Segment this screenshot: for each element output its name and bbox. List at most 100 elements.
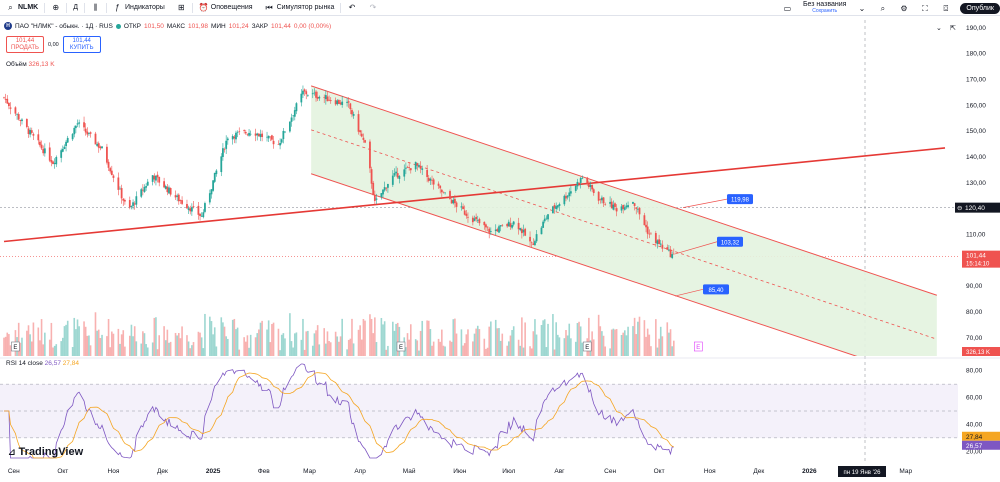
alerts-button[interactable]: ⏰ Оповещения — [193, 0, 259, 16]
candle-body — [535, 234, 538, 242]
volume-bar — [382, 324, 384, 356]
candle-body — [192, 206, 195, 208]
volume-bar — [169, 341, 172, 356]
alerts-label: Оповещения — [210, 4, 253, 11]
price-tick-label: 160,00 — [966, 102, 986, 109]
volume-bar — [200, 337, 203, 356]
candle-body — [473, 218, 476, 221]
price-tick-label: 170,00 — [966, 76, 986, 83]
chart-canvas[interactable]: 119,98 103,32 85,40 E E E E 190,00 180,00 170,00… — [0, 16, 1000, 477]
time-tick-label: Сен — [604, 468, 616, 475]
volume-bar — [558, 337, 561, 356]
candle-body — [512, 221, 515, 225]
candle-body — [669, 249, 672, 258]
volume-bar — [638, 316, 641, 356]
rsi-tick-label: 40,00 — [966, 421, 983, 428]
candle-body — [246, 134, 249, 136]
tv-logo-icon: ⊿ — [8, 446, 16, 457]
volume-bar — [155, 317, 157, 356]
volume-bar — [632, 326, 634, 356]
volume-bar — [197, 331, 200, 356]
tradingview-logo[interactable]: ⊿ TradingView — [8, 446, 83, 458]
volume-bar — [326, 331, 329, 356]
interval-button[interactable]: Д — [67, 0, 84, 16]
volume-bar — [254, 337, 257, 356]
replay-button[interactable]: ⏮ Симулятор рынка — [259, 0, 341, 16]
candles-icon: ⫼ — [93, 3, 98, 12]
candle-body — [406, 166, 409, 168]
candle-body — [553, 205, 556, 209]
candle-body — [52, 161, 54, 165]
settings-button[interactable]: ⚙ — [893, 0, 914, 16]
candle-body — [223, 149, 226, 150]
volume-bar — [258, 329, 260, 356]
time-tick-label: Дек — [157, 468, 168, 475]
snapshot-button[interactable]: ⌼ — [935, 0, 956, 16]
indicators-button[interactable]: ƒ Индикаторы — [107, 0, 171, 16]
crosshair-date-badge — [838, 466, 886, 477]
candle-body — [236, 132, 239, 133]
candle-body — [200, 215, 203, 217]
candle-body — [19, 120, 22, 121]
volume-bar — [293, 333, 296, 356]
volume-bar — [519, 345, 522, 356]
volume-bar — [338, 341, 340, 356]
rsi-badge — [962, 440, 1000, 450]
volume-bar — [4, 336, 7, 356]
candle-body — [243, 130, 246, 131]
volume-bar — [53, 345, 56, 356]
volume-bar — [501, 333, 504, 356]
redo-button[interactable]: ↷ — [362, 0, 383, 16]
chart-type-button[interactable]: ⫼ — [85, 0, 106, 16]
candle-body — [293, 110, 296, 117]
candle-body — [164, 186, 167, 189]
candle-body — [84, 128, 87, 133]
candle-body — [39, 141, 41, 146]
rsi-legend[interactable]: RSI 14 close 26,57 27,84 — [6, 360, 79, 367]
candle-body — [303, 89, 306, 92]
candle-body — [659, 243, 662, 245]
candle-body — [540, 227, 543, 235]
volume-bar — [48, 339, 51, 356]
undo-icon: ↶ — [348, 3, 356, 12]
volume-bar — [71, 347, 74, 356]
compare-button[interactable]: ⊕ — [45, 0, 66, 16]
candle-body — [65, 141, 67, 147]
volume-bar — [615, 329, 618, 356]
volume-bar — [633, 317, 636, 356]
symbol-search-button[interactable]: ⌕ NLMK — [0, 0, 44, 16]
candle-body — [300, 93, 303, 103]
candle-body — [177, 194, 180, 202]
rsi-label: RSI 14 close — [6, 360, 43, 367]
candle-body — [633, 203, 636, 206]
maximize-icon: ⇱ — [950, 25, 956, 32]
undo-button[interactable]: ↶ — [341, 0, 362, 16]
price-tick-label: 140,00 — [966, 154, 986, 161]
level-price-badge — [955, 202, 1000, 213]
candle-body — [604, 204, 607, 205]
candle-body — [8, 102, 10, 107]
candle-body — [398, 176, 401, 179]
candle-body — [226, 138, 229, 141]
minus-circle-icon: ⊖ — [957, 205, 962, 212]
replay-label: Симулятор рынка — [276, 4, 335, 11]
quick-search-button[interactable]: ⌕ — [872, 0, 893, 16]
indicators-label: Индикаторы — [124, 4, 165, 11]
candle-body — [409, 168, 412, 171]
volume-bar — [604, 346, 606, 356]
time-tick-label: Сен — [8, 468, 20, 475]
volume-bar — [146, 347, 149, 356]
volume-legend[interactable]: Объём 326,13 K — [6, 61, 55, 68]
volume-bar — [347, 339, 350, 356]
chart-area[interactable]: 119,98 103,32 85,40 E E E E 190,00 180,00 170,00… — [0, 16, 1000, 477]
layout-button[interactable]: ▭ Без названия Сохранить ⌄ — [777, 0, 872, 16]
fullscreen-button[interactable]: ⛶ — [914, 0, 935, 16]
publish-button[interactable]: Опублик — [960, 2, 1000, 14]
templates-button[interactable]: ⊞ — [171, 0, 192, 16]
sell-button[interactable]: 101,44 ПРОДАТЬ — [6, 36, 44, 53]
candle-body — [83, 122, 85, 128]
legend-change: 0,00 (0,00%) — [293, 22, 332, 30]
volume-bar — [529, 346, 531, 356]
volume-bar — [133, 326, 136, 356]
buy-button[interactable]: 101,44 КУПИТЬ — [62, 36, 101, 53]
